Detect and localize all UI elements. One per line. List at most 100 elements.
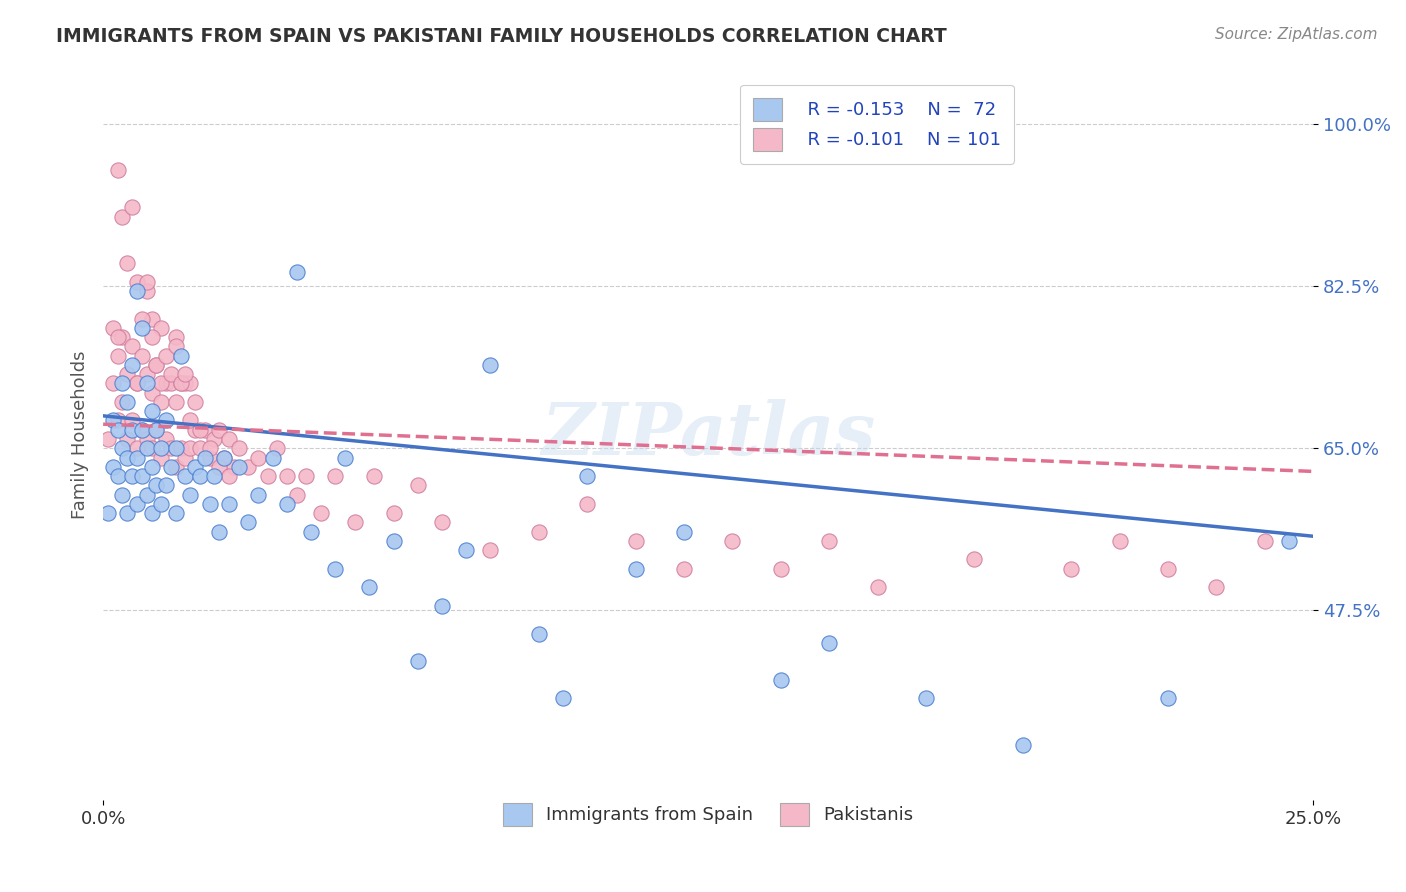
Point bbox=[218, 469, 240, 483]
Point bbox=[160, 442, 183, 456]
Point bbox=[111, 210, 134, 224]
Point bbox=[194, 450, 217, 465]
Point bbox=[256, 469, 278, 483]
Point bbox=[624, 562, 647, 576]
Point bbox=[247, 487, 270, 501]
Point bbox=[131, 423, 153, 437]
Point bbox=[963, 552, 986, 566]
Point bbox=[155, 478, 177, 492]
Point bbox=[406, 478, 429, 492]
Point bbox=[121, 339, 143, 353]
Point bbox=[165, 442, 187, 456]
Point bbox=[141, 506, 163, 520]
Point bbox=[97, 506, 120, 520]
Point bbox=[262, 450, 284, 465]
Point bbox=[141, 404, 163, 418]
Point bbox=[141, 442, 163, 456]
Point bbox=[111, 442, 134, 456]
Point bbox=[208, 459, 231, 474]
Point bbox=[204, 469, 226, 483]
Point bbox=[101, 459, 124, 474]
Point bbox=[184, 395, 207, 409]
Point bbox=[325, 469, 347, 483]
Point bbox=[818, 636, 841, 650]
Point bbox=[818, 533, 841, 548]
Point bbox=[111, 330, 134, 344]
Point bbox=[1205, 580, 1227, 594]
Point bbox=[363, 469, 385, 483]
Point bbox=[479, 358, 502, 372]
Point bbox=[131, 321, 153, 335]
Point bbox=[672, 524, 695, 539]
Point bbox=[174, 450, 197, 465]
Point bbox=[150, 450, 173, 465]
Point bbox=[131, 469, 153, 483]
Point bbox=[228, 442, 250, 456]
Point bbox=[141, 385, 163, 400]
Point bbox=[125, 497, 148, 511]
Point bbox=[117, 256, 139, 270]
Point bbox=[169, 442, 191, 456]
Point bbox=[179, 487, 201, 501]
Point bbox=[218, 432, 240, 446]
Point bbox=[721, 533, 744, 548]
Point bbox=[198, 442, 221, 456]
Point bbox=[165, 506, 187, 520]
Point bbox=[165, 459, 187, 474]
Point bbox=[169, 376, 191, 391]
Point bbox=[769, 562, 792, 576]
Point bbox=[222, 459, 245, 474]
Point bbox=[174, 367, 197, 381]
Point bbox=[1157, 691, 1180, 706]
Point bbox=[107, 349, 129, 363]
Point bbox=[107, 330, 129, 344]
Point bbox=[247, 450, 270, 465]
Point bbox=[155, 413, 177, 427]
Point bbox=[117, 450, 139, 465]
Point bbox=[111, 376, 134, 391]
Point bbox=[155, 349, 177, 363]
Point bbox=[382, 533, 405, 548]
Point bbox=[135, 376, 157, 391]
Point bbox=[238, 459, 260, 474]
Point bbox=[160, 376, 183, 391]
Point bbox=[576, 497, 599, 511]
Point bbox=[160, 367, 183, 381]
Point bbox=[131, 311, 153, 326]
Point bbox=[135, 275, 157, 289]
Point bbox=[276, 497, 298, 511]
Point bbox=[125, 376, 148, 391]
Point bbox=[117, 506, 139, 520]
Point bbox=[107, 413, 129, 427]
Point bbox=[174, 376, 197, 391]
Point bbox=[188, 469, 211, 483]
Point bbox=[1060, 562, 1083, 576]
Point bbox=[179, 413, 201, 427]
Point bbox=[117, 395, 139, 409]
Point bbox=[359, 580, 381, 594]
Point bbox=[309, 506, 332, 520]
Point bbox=[295, 469, 318, 483]
Point bbox=[101, 376, 124, 391]
Point bbox=[208, 524, 231, 539]
Point bbox=[198, 450, 221, 465]
Point bbox=[551, 691, 574, 706]
Point bbox=[125, 442, 148, 456]
Point bbox=[672, 562, 695, 576]
Point bbox=[125, 450, 148, 465]
Point bbox=[165, 395, 187, 409]
Point bbox=[117, 432, 139, 446]
Point bbox=[125, 275, 148, 289]
Point bbox=[169, 349, 191, 363]
Point bbox=[150, 321, 173, 335]
Point bbox=[238, 516, 260, 530]
Point bbox=[101, 413, 124, 427]
Point bbox=[299, 524, 322, 539]
Point bbox=[285, 487, 308, 501]
Point bbox=[150, 442, 173, 456]
Point bbox=[160, 459, 183, 474]
Point bbox=[228, 459, 250, 474]
Point bbox=[1278, 533, 1301, 548]
Point bbox=[121, 413, 143, 427]
Point bbox=[179, 442, 201, 456]
